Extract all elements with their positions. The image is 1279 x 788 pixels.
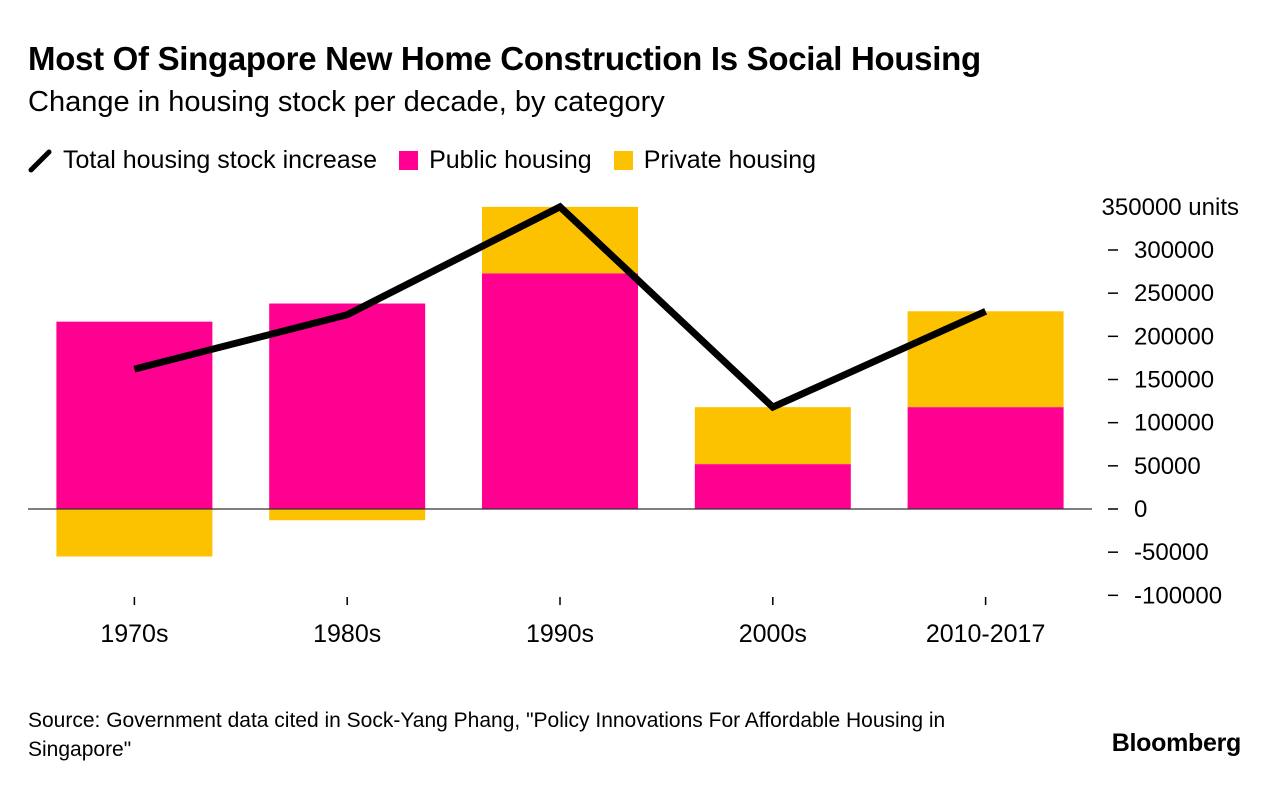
chart-subtitle: Change in housing stock per decade, by c…	[28, 86, 665, 118]
line-swatch-icon	[28, 149, 52, 172]
bar-private-0	[56, 509, 213, 557]
x-tick-label-4: 2010-2017	[926, 620, 1046, 648]
legend-label-private: Private housing	[643, 146, 817, 174]
y-tick-label-3: 200000	[1134, 323, 1214, 350]
y-tick-label-6: 50000	[1134, 453, 1201, 480]
chart-area: 350000 units 300000 250000 200000 150000 1000…	[28, 194, 1239, 648]
legend: Total housing stock increase Public hous…	[28, 146, 838, 175]
legend-item-private: Private housing	[613, 146, 817, 175]
legend-label-public: Public housing	[429, 146, 592, 174]
legend-item-public: Public housing	[399, 146, 592, 175]
y-tick-label-5: 100000	[1134, 410, 1214, 437]
y-tick-label-2: 250000	[1134, 280, 1214, 307]
bar-public-2	[482, 273, 638, 509]
bar-private-3	[694, 407, 851, 465]
bar-public-4	[907, 407, 1064, 509]
chart-title: Most Of Singapore New Home Construction …	[28, 40, 981, 77]
x-tick-label-2: 1990s	[526, 620, 594, 648]
legend-item-total: Total housing stock increase	[28, 146, 377, 175]
bar-private-1	[269, 509, 426, 521]
source-note: Source: Government data cited in Sock-Ya…	[28, 709, 946, 761]
legend-label-total: Total housing stock increase	[63, 146, 378, 174]
y-tick-label-7: 0	[1134, 496, 1147, 523]
y-tick-label-8: -50000	[1134, 539, 1209, 566]
bar-private-2	[482, 206, 638, 274]
bar-public-1	[269, 303, 426, 509]
total-line	[133, 202, 988, 412]
legend-swatch-public	[399, 151, 419, 170]
y-tick-label-1: 300000	[1134, 237, 1214, 264]
y-tick-label-0: 350000 units	[1102, 194, 1239, 221]
y-tick-label-9: -100000	[1134, 582, 1222, 609]
y-tick-label-4: 150000	[1134, 367, 1214, 394]
x-tick-label-1: 1980s	[313, 620, 381, 648]
bar-public-3	[694, 464, 851, 509]
x-tick-label-0: 1970s	[100, 620, 168, 648]
x-tick-label-3: 2000s	[739, 620, 807, 648]
bar-private-4	[907, 311, 1064, 408]
bar-public-0	[56, 321, 213, 509]
brand-logo: Bloomberg	[1111, 729, 1242, 757]
legend-swatch-private	[613, 151, 633, 170]
